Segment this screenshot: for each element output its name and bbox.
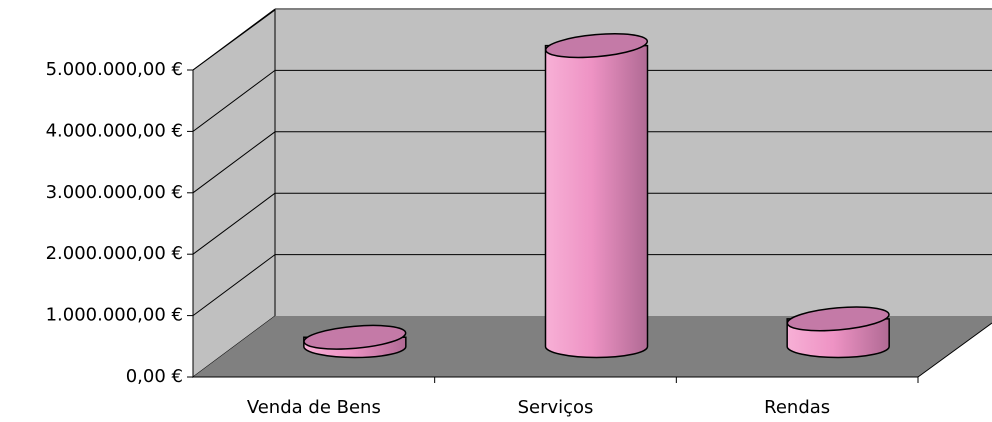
y-tick-label: 1.000.000,00 €	[46, 305, 183, 326]
y-tick-label: 5.000.000,00 €	[46, 59, 183, 80]
grid-line	[192, 254, 276, 317]
bar	[544, 44, 649, 359]
grid-line	[192, 192, 276, 255]
side-wall	[192, 9, 276, 378]
grid-line	[192, 69, 276, 132]
x-tick-label: Rendas	[764, 397, 830, 418]
grid-line	[192, 131, 276, 194]
y-tick-label: 4.000.000,00 €	[46, 120, 183, 141]
bar-top	[303, 324, 407, 350]
bar-top	[544, 33, 649, 59]
y-tick-label: 2.000.000,00 €	[46, 243, 183, 264]
bar-top	[786, 306, 890, 332]
y-tick-label: 0,00 €	[126, 366, 183, 387]
x-tick-label: Venda de Bens	[247, 397, 381, 418]
grid-line	[192, 8, 276, 71]
x-tick-label: Serviços	[518, 397, 594, 418]
floor-edge	[917, 322, 992, 378]
y-tick-label: 3.000.000,00 €	[46, 182, 183, 203]
